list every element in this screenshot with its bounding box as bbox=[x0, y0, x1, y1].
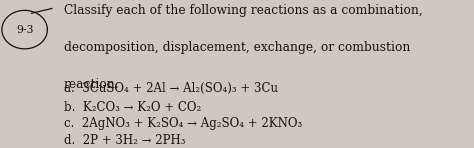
Text: c.  2AgNO₃ + K₂SO₄ → Ag₂SO₄ + 2KNO₃: c. 2AgNO₃ + K₂SO₄ → Ag₂SO₄ + 2KNO₃ bbox=[64, 117, 302, 130]
Text: decomposition, displacement, exchange, or combustion: decomposition, displacement, exchange, o… bbox=[64, 41, 410, 54]
Text: d.  2P + 3H₂ → 2PH₃: d. 2P + 3H₂ → 2PH₃ bbox=[64, 133, 185, 147]
Text: Classify each of the following reactions as a combination,: Classify each of the following reactions… bbox=[64, 4, 423, 17]
Text: 9-3: 9-3 bbox=[16, 25, 33, 35]
Text: b.  K₂CO₃ → K₂O + CO₂: b. K₂CO₃ → K₂O + CO₂ bbox=[64, 101, 201, 114]
Text: reaction.: reaction. bbox=[64, 78, 119, 91]
Text: a.  3CuSO₄ + 2Al → Al₂(SO₄)₃ + 3Cu: a. 3CuSO₄ + 2Al → Al₂(SO₄)₃ + 3Cu bbox=[64, 82, 278, 95]
